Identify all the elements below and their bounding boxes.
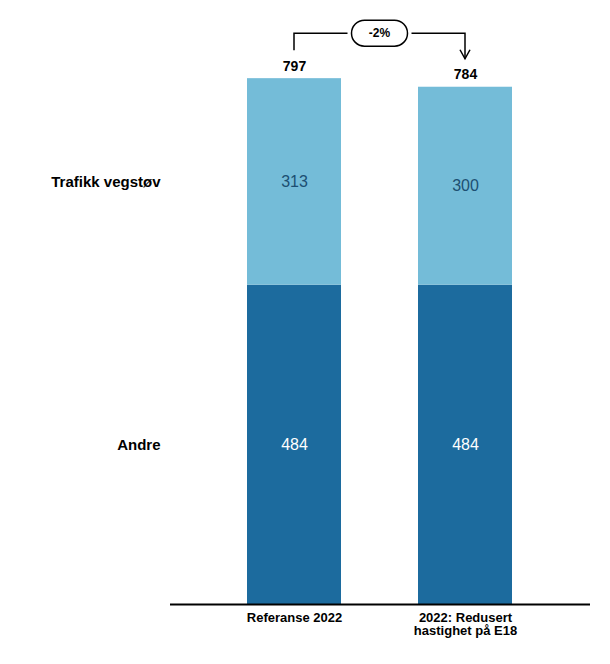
svg-text:Trafikk vegstøv: Trafikk vegstøv [51, 173, 161, 190]
svg-text:313: 313 [281, 173, 308, 190]
svg-text:484: 484 [281, 436, 308, 453]
svg-text:2022: Reduserthastighet på E18: 2022: Reduserthastighet på E18 [414, 610, 517, 638]
svg-text:797: 797 [283, 58, 307, 74]
svg-text:Referanse 2022: Referanse 2022 [247, 610, 342, 625]
svg-text:484: 484 [452, 436, 479, 453]
svg-text:300: 300 [452, 177, 479, 194]
svg-text:-2%: -2% [369, 26, 391, 40]
svg-text:784: 784 [454, 66, 478, 82]
svg-text:Andre: Andre [117, 436, 160, 453]
